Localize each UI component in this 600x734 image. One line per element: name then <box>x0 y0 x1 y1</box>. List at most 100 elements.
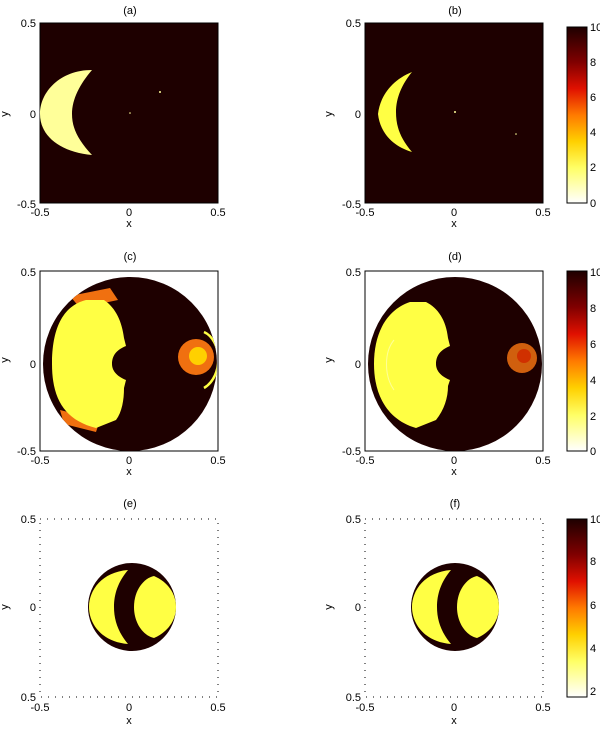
panel-c-ytick-bottom: -0.5 <box>17 446 36 458</box>
panel-e-title: (e) <box>123 498 136 510</box>
panel-d-cbar-tick: 2 <box>590 411 596 423</box>
panel-e-ytick-mid: 0 <box>30 602 36 614</box>
panel-d-hole <box>439 353 461 375</box>
panel-b-cbar-tick: 10 <box>590 22 600 34</box>
panel-f-cbar-tick: 10 <box>590 514 600 526</box>
panel-a-xtick-right: 0.5 <box>210 207 225 219</box>
panel-b-ytick-top: 0.5 <box>346 18 361 30</box>
panel-b-xtick-right: 0.5 <box>535 207 550 219</box>
panel-c-right-core <box>189 347 207 365</box>
panel-a-speck <box>159 91 161 93</box>
panel-a-xlabel: x <box>126 218 132 230</box>
panel-e: (e) 0.5 0 0.5 -0.5 0 0.5 x y <box>0 498 226 727</box>
panel-d: (d) 0.5 0 -0.5 -0.5 0 0.5 x y 10 8 6 4 2… <box>323 251 600 478</box>
panel-e-ytick-top: 0.5 <box>21 514 36 526</box>
panel-f-ytick-mid: 0 <box>355 602 361 614</box>
panel-e-plot-frame <box>39 518 219 698</box>
panel-e-ytick-bottom: 0.5 <box>21 692 36 704</box>
panel-f-xtick-mid: 0 <box>451 702 457 714</box>
panel-b-colorbar <box>566 26 588 204</box>
panel-c-ylabel: y <box>0 357 11 363</box>
panel-d-xtick-left: -0.5 <box>356 455 375 467</box>
panel-a-title: (a) <box>123 5 136 17</box>
panel-b-cbar-tick: 8 <box>590 57 596 69</box>
panel-c-ytick-mid: 0 <box>30 359 36 371</box>
panel-b-cbar-tick: 0 <box>590 198 596 210</box>
panel-f-ytick-bottom: 0.5 <box>346 692 361 704</box>
panel-d-title: (d) <box>448 251 461 263</box>
panel-d-colorbar <box>566 270 588 452</box>
panel-c-hole <box>114 352 138 376</box>
panel-a-ylabel: y <box>0 111 11 117</box>
panel-f-title: (f) <box>450 498 460 510</box>
panel-b-cbar-tick: 4 <box>590 127 596 139</box>
panel-f-colorbar <box>566 518 588 698</box>
panel-a-speck <box>129 112 131 114</box>
panel-d-ytick-mid: 0 <box>355 359 361 371</box>
panel-b-xtick-left: -0.5 <box>356 207 375 219</box>
panel-c-xtick-mid: 0 <box>126 455 132 467</box>
panel-e-xtick-right: 0.5 <box>210 702 225 714</box>
panel-c-title: (c) <box>124 251 137 263</box>
panel-b-title: (b) <box>448 5 461 17</box>
panel-c-xlabel: x <box>126 466 132 478</box>
panel-d-cbar-tick: 8 <box>590 303 596 315</box>
panel-d-xlabel: x <box>451 466 457 478</box>
panel-c-xtick-right: 0.5 <box>210 455 225 467</box>
panel-e-xtick-mid: 0 <box>126 702 132 714</box>
panel-f-cbar-tick: 4 <box>590 643 596 655</box>
panel-b-crescent <box>378 72 412 152</box>
panel-b-ytick-mid: 0 <box>355 109 361 121</box>
panel-d-cbar-tick: 0 <box>590 446 596 458</box>
panel-c-orange-fringe <box>60 288 118 432</box>
panel-d-right-core <box>517 349 531 363</box>
panel-f-cbar-tick: 2 <box>590 686 596 698</box>
panel-c: (c) 0.5 0 -0.5 -0.5 0 0.5 x y <box>0 251 226 478</box>
panel-b-speck <box>454 111 456 113</box>
panel-b-xlabel: x <box>451 218 457 230</box>
panel-b-cbar-tick: 6 <box>590 92 596 104</box>
panel-a-ytick-top: 0.5 <box>21 18 36 30</box>
panel-f: (f) 0.5 0 0.5 -0.5 0 0.5 x y 10 8 6 4 2 <box>323 498 600 727</box>
panel-d-cbar-tick: 10 <box>590 267 600 279</box>
panel-e-ylabel: y <box>0 604 11 610</box>
panel-d-cbar-tick: 4 <box>590 375 596 387</box>
panel-d-cbar-tick: 6 <box>590 339 596 351</box>
panel-e-xtick-left: -0.5 <box>31 702 50 714</box>
panel-a-crescent <box>40 70 92 155</box>
panel-b-speck <box>515 133 517 135</box>
panel-f-xtick-right: 0.5 <box>535 702 550 714</box>
panel-b-ytick-bottom: -0.5 <box>342 199 361 211</box>
panel-d-ytick-bottom: -0.5 <box>342 446 361 458</box>
panel-f-cbar-tick: 6 <box>590 600 596 612</box>
panel-f-xtick-left: -0.5 <box>356 702 375 714</box>
panel-c-right-arc <box>203 330 217 390</box>
panel-b-ylabel: y <box>323 111 335 117</box>
panel-b: (b) 0.5 0 -0.5 -0.5 0 0.5 x y 10 8 6 4 2… <box>323 5 600 230</box>
panel-f-ytick-top: 0.5 <box>346 514 361 526</box>
panel-a-ytick-mid: 0 <box>30 109 36 121</box>
panel-e-left-lobe <box>89 570 128 644</box>
panel-d-ytick-top: 0.5 <box>346 267 361 279</box>
panel-c-xtick-left: -0.5 <box>31 455 50 467</box>
panel-a-ytick-bottom: -0.5 <box>17 199 36 211</box>
panel-e-xlabel: x <box>126 715 132 727</box>
panel-c-yellow-region <box>52 300 126 428</box>
panel-f-plot-frame <box>364 518 544 698</box>
panel-d-ylabel: y <box>323 357 335 363</box>
panel-d-xtick-right: 0.5 <box>535 455 550 467</box>
panel-d-yellow-region <box>374 302 450 428</box>
panel-f-ylabel: y <box>323 604 335 610</box>
panel-a-xtick-mid: 0 <box>126 207 132 219</box>
panel-a: (a) 0.5 0 -0.5 -0.5 0 0.5 x y <box>0 5 226 230</box>
panel-a-xtick-left: -0.5 <box>31 207 50 219</box>
panel-b-speck <box>383 127 385 129</box>
panel-c-ytick-top: 0.5 <box>21 267 36 279</box>
panel-b-cbar-tick: 2 <box>590 162 596 174</box>
panel-f-cbar-tick: 8 <box>590 556 596 568</box>
panel-f-right-lobe <box>457 576 499 638</box>
panel-b-xtick-mid: 0 <box>451 207 457 219</box>
panel-f-xlabel: x <box>451 715 457 727</box>
panel-e-right-lobe <box>134 576 176 638</box>
